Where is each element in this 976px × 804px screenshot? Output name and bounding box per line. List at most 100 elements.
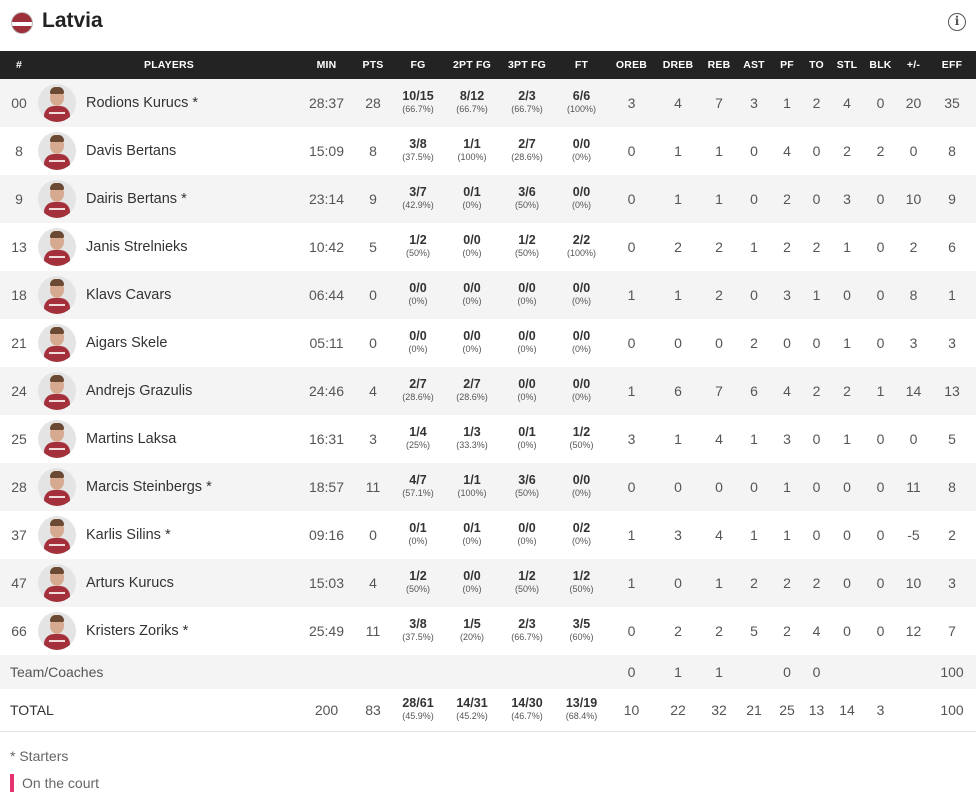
player-cell[interactable]: Rodions Kurucs * (38, 79, 300, 127)
table-row[interactable]: 28 Marcis Steinbergs * 18:57 11 4/7 (57.1%) 1/… (0, 463, 976, 511)
stat-cell: 3 (909, 335, 918, 351)
stat-cell: 8 (15, 143, 23, 159)
shooting-cell: 1/2 (50%) (393, 223, 443, 271)
made-attempted: 2/7 (409, 377, 427, 391)
player-name[interactable]: Davis Bertans (86, 143, 177, 159)
made-attempted: 3/5 (572, 617, 591, 631)
stat-cell: 2 (674, 239, 682, 255)
percentage: (0%) (408, 536, 428, 546)
shooting-cell: 0/0 (0%) (443, 271, 501, 319)
stat-cell: 0 (812, 479, 821, 495)
stat-cell: 0 (812, 143, 821, 159)
avatar (38, 564, 76, 602)
stat-cell: 1 (627, 575, 636, 591)
percentage: (0%) (408, 296, 428, 306)
made-attempted: 4/7 (409, 473, 427, 487)
player-cell[interactable]: Arturs Kurucs (38, 559, 300, 607)
made-attempted: 0/0 (572, 185, 591, 199)
player-name[interactable]: Martins Laksa (86, 431, 177, 447)
info-icon[interactable]: i (948, 13, 966, 31)
stat-cell: 1 (783, 527, 791, 543)
box-score-table: # PLAYERS MIN PTS FG 2PT FG 3PT FG FT OREB DREB RE… (0, 51, 976, 732)
stat-cell: 0 (627, 143, 636, 159)
shooting-cell: 1/1 (100%) (443, 463, 501, 511)
column-header: PTS (362, 59, 384, 71)
stat-cell: 06:44 (308, 287, 345, 303)
player-cell[interactable]: Davis Bertans (38, 127, 300, 175)
column-header: BLK (869, 59, 892, 71)
avatar (38, 180, 76, 218)
stat-cell: 23:14 (308, 191, 345, 207)
player-name[interactable]: Karlis Silins * (86, 527, 171, 543)
player-cell[interactable]: Aigars Skele (38, 319, 300, 367)
stat-cell: 4 (812, 623, 821, 639)
stat-cell: 11 (365, 479, 381, 495)
percentage: (50%) (569, 584, 594, 594)
table-row[interactable]: 8 Davis Bertans 15:09 8 3/8 (37.5%) 1/1 (100%) 2… (0, 127, 976, 175)
table-row[interactable]: 37 Karlis Silins * 09:16 0 0/1 (0%) 0/1 (0%) 0/0… (0, 511, 976, 559)
stat-cell: 5 (948, 431, 956, 447)
made-attempted: 0/0 (572, 377, 591, 391)
player-cell[interactable]: Andrejs Grazulis (38, 367, 300, 415)
player-name[interactable]: Dairis Bertans * (86, 191, 187, 207)
made-attempted: 28/61 (402, 695, 434, 710)
stat-cell: 47 (11, 575, 27, 591)
stat-cell: 2 (783, 191, 791, 207)
shooting-cell: 0/0 (0%) (553, 175, 610, 223)
stat-cell: 1 (783, 95, 791, 111)
column-header: 3PT FG (508, 59, 546, 71)
player-cell[interactable]: Karlis Silins * (38, 511, 300, 559)
made-attempted: 0/0 (518, 281, 536, 295)
percentage: (0%) (571, 536, 591, 546)
stat-cell: 3 (783, 287, 791, 303)
player-cell[interactable]: Kristers Zoriks * (38, 607, 300, 655)
player-cell[interactable]: Marcis Steinbergs * (38, 463, 300, 511)
table-row[interactable]: 21 Aigars Skele 05:11 0 0/0 (0%) 0/0 (0%) 0/0 (0%… (0, 319, 976, 367)
percentage: (100%) (457, 152, 487, 162)
shooting-cell: 4/7 (57.1%) (393, 463, 443, 511)
stat-cell: 0 (783, 664, 791, 680)
player-name[interactable]: Arturs Kurucs (86, 575, 174, 591)
made-attempted: 0/1 (518, 425, 536, 439)
player-cell[interactable]: Klavs Cavars (38, 271, 300, 319)
table-row[interactable]: 9 Dairis Bertans * 23:14 9 3/7 (42.9%) 0/1 (0%)… (0, 175, 976, 223)
table-row[interactable]: 00 Rodions Kurucs * 28:37 28 10/15 (66.7%) 8/1… (0, 79, 976, 127)
shooting-cell: 1/2 (50%) (501, 223, 553, 271)
player-cell[interactable]: Martins Laksa (38, 415, 300, 463)
made-attempted: 13/19 (565, 695, 598, 710)
stat-cell: 0 (750, 479, 758, 495)
table-row[interactable]: 47 Arturs Kurucs 15:03 4 1/2 (50%) 0/0 (0%) 1/2(… (0, 559, 976, 607)
stat-cell: 100 (940, 664, 964, 680)
stat-cell: 0 (750, 143, 758, 159)
made-attempted: 0/0 (409, 281, 427, 295)
stat-cell: 09:16 (308, 527, 345, 543)
table-row[interactable]: 24 Andrejs Grazulis 24:46 4 2/7 (28.6%) 2/7 (28… (0, 367, 976, 415)
player-name[interactable]: Aigars Skele (86, 335, 168, 351)
shooting-cell: 2/3 (66.7%) (501, 79, 553, 127)
stat-cell: 18 (11, 287, 27, 303)
player-name[interactable]: Janis Strelnieks (86, 239, 188, 255)
player-name[interactable]: Kristers Zoriks * (86, 623, 189, 639)
table-row[interactable]: 25 Martins Laksa 16:31 3 1/4 (25%) 1/3 (33.3%) 0… (0, 415, 976, 463)
player-name[interactable]: Andrejs Grazulis (86, 383, 193, 399)
table-row[interactable]: 18 Klavs Cavars 06:44 0 0/0 (0%) 0/0 (0%) 0/0 (0%… (0, 271, 976, 319)
percentage: (50%) (514, 248, 539, 258)
table-row[interactable]: 13 Janis Strelnieks 10:42 5 1/2 (50%) 0/0 (0%) 1… (0, 223, 976, 271)
stat-cell: 1 (843, 335, 851, 351)
table-row[interactable]: 66 Kristers Zoriks * 25:49 11 3/8 (37.5%) 1/5(… (0, 607, 976, 655)
player-name[interactable]: Rodions Kurucs * (86, 95, 199, 111)
stat-cell: 6 (750, 383, 758, 399)
percentage: (50%) (514, 488, 539, 498)
stat-cell: 0 (627, 191, 636, 207)
player-cell[interactable]: Janis Strelnieks (38, 223, 300, 271)
stat-cell: 2 (948, 527, 956, 543)
stat-cell: 1 (715, 575, 723, 591)
player-name[interactable]: Klavs Cavars (86, 287, 172, 303)
stat-cell: 0 (627, 239, 636, 255)
percentage: (0%) (462, 536, 482, 546)
made-attempted: 0/1 (463, 521, 481, 535)
player-name[interactable]: Marcis Steinbergs * (86, 479, 212, 495)
player-cell[interactable]: Dairis Bertans * (38, 175, 300, 223)
stat-cell: 6 (674, 383, 682, 399)
percentage: (66.7%) (456, 104, 488, 114)
